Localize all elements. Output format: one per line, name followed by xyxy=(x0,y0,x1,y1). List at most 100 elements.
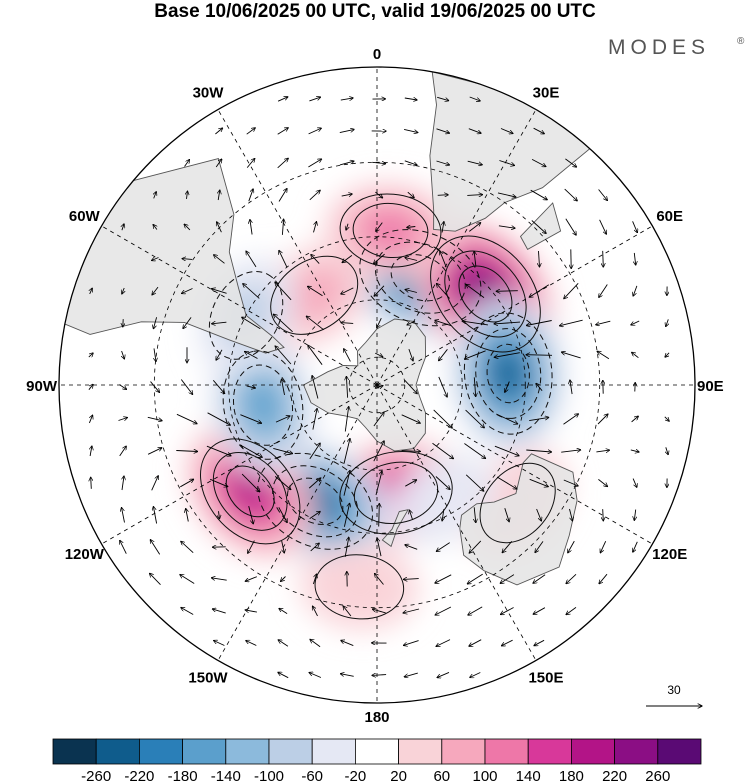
wind-vector xyxy=(373,253,385,264)
wind-vector xyxy=(248,189,253,202)
modes-logo-mark: ® xyxy=(737,36,745,47)
wind-vector xyxy=(184,160,190,167)
wind-vector xyxy=(282,379,285,395)
anomaly-shade xyxy=(493,353,523,394)
colorbar-box xyxy=(138,738,183,765)
wind-vector xyxy=(564,282,579,298)
wind-vector xyxy=(536,383,543,391)
wind-vector xyxy=(246,128,256,135)
wind-vector xyxy=(404,672,418,677)
anomaly-contour xyxy=(314,554,405,620)
colorbar-label: 140 xyxy=(516,768,541,783)
wind-vector xyxy=(245,352,258,359)
wind-vector xyxy=(312,408,317,430)
wind-vector xyxy=(437,195,449,196)
wind-vector xyxy=(344,349,351,362)
wind-vector xyxy=(403,128,418,132)
wind-vector xyxy=(438,376,447,397)
wind-vector xyxy=(597,414,608,425)
wind-vector xyxy=(278,507,287,522)
wind-vector xyxy=(248,505,254,524)
wind-vector xyxy=(631,416,639,423)
wind-vector xyxy=(500,607,514,615)
colorbar-label: -60 xyxy=(301,768,323,783)
wind-vector xyxy=(634,509,635,521)
wind-vector xyxy=(309,673,322,678)
wind-vector xyxy=(282,219,283,235)
wind-vector xyxy=(561,450,581,453)
latitude-circle xyxy=(291,299,463,471)
wind-vector xyxy=(309,511,321,519)
wind-vector xyxy=(214,641,225,646)
wind-vector xyxy=(147,416,162,420)
wind-vector xyxy=(89,415,92,424)
wind-vector xyxy=(313,606,318,617)
wind-vector xyxy=(470,672,481,678)
wind-vector xyxy=(277,97,288,102)
wind-vector xyxy=(531,220,546,234)
wind-vector xyxy=(498,225,515,228)
wind-vector xyxy=(308,286,323,297)
colorbar-label: 20 xyxy=(390,768,407,783)
anomaly-contours xyxy=(200,193,556,620)
wind-vector xyxy=(379,504,380,527)
wind-vector xyxy=(343,606,352,617)
wind-vector xyxy=(664,416,669,421)
longitude-label: 120E xyxy=(652,546,687,563)
wind-vector xyxy=(634,252,635,265)
wind-vector xyxy=(154,348,156,361)
meridian-line xyxy=(101,384,378,545)
wind-vector xyxy=(309,443,320,460)
wind-vector xyxy=(464,350,486,359)
anomaly-contour xyxy=(463,312,553,435)
reference-vector-value: 30 xyxy=(667,683,681,697)
wind-vector xyxy=(339,129,354,134)
wind-vector xyxy=(632,352,639,359)
wind-vector xyxy=(401,414,421,423)
wind-vector xyxy=(665,352,670,357)
colorbar-label: -260 xyxy=(81,768,111,783)
wind-vector xyxy=(90,288,93,295)
wind-vector xyxy=(186,509,189,522)
wind-vector xyxy=(277,158,289,169)
wind-vector xyxy=(218,190,220,201)
wind-vector xyxy=(494,445,519,456)
map-disc xyxy=(59,67,695,703)
wind-vector xyxy=(340,674,354,677)
colorbar-label: -100 xyxy=(254,768,284,783)
wind-vector xyxy=(404,160,417,165)
wind-vector xyxy=(374,285,385,296)
modes-logo-text: MODES xyxy=(608,36,710,59)
wind-vector xyxy=(150,381,160,393)
wind-vector xyxy=(469,96,481,101)
wind-vector xyxy=(530,189,548,200)
modes-logo: MODES ® xyxy=(608,36,745,59)
wind-vector xyxy=(599,573,608,584)
wind-vector xyxy=(436,639,451,647)
wind-vector xyxy=(633,541,638,552)
wind-vector xyxy=(343,438,350,464)
wind-vector xyxy=(275,282,292,301)
wind-vectors xyxy=(89,97,669,678)
anomaly-contour xyxy=(475,328,542,419)
wind-vector xyxy=(150,573,161,586)
wind-vector xyxy=(465,474,484,491)
colorbar-label: 260 xyxy=(645,768,670,783)
wind-vector xyxy=(373,412,384,427)
wind-vector xyxy=(308,128,322,135)
wind-vector xyxy=(310,639,321,648)
wind-vector xyxy=(181,541,194,554)
anomaly-contour xyxy=(212,452,288,531)
wind-vector xyxy=(245,576,257,582)
wind-vector xyxy=(405,290,418,293)
wind-vector xyxy=(240,414,261,424)
anomaly-contour xyxy=(272,465,359,538)
wind-vector xyxy=(404,379,417,393)
wind-vector xyxy=(150,540,161,555)
wind-vector xyxy=(633,285,638,296)
wind-vector xyxy=(214,255,225,264)
wind-vector xyxy=(666,447,668,454)
colorbar-label: 100 xyxy=(472,768,497,783)
wind-vector xyxy=(372,609,386,614)
colorbar-box xyxy=(182,738,227,765)
